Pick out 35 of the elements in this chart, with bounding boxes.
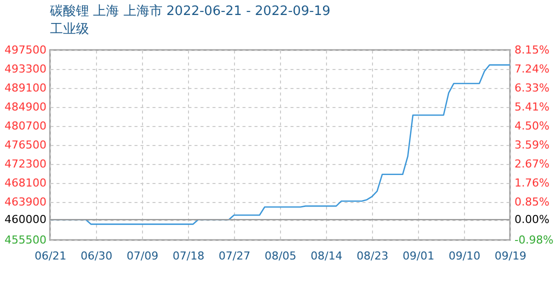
x-tick-label: 07/09 (126, 250, 158, 262)
y-tick-label: 455500 (4, 234, 46, 246)
y-tick-label: 472300 (4, 158, 46, 170)
y2-tick-label: -0.98% (514, 234, 554, 246)
x-tick-label: 07/27 (218, 250, 250, 262)
x-tick-label: 09/10 (448, 250, 480, 262)
y2-tick-label: 1.76% (514, 176, 550, 190)
y-tick-label: 489100 (4, 82, 46, 94)
x-tick-label: 08/05 (264, 250, 296, 262)
y-tick-label: 476500 (4, 138, 46, 152)
y-tick-label: 480700 (4, 120, 46, 132)
y2-tick-label: 0.85% (514, 195, 550, 208)
y2-tick-label: 6.33% (514, 81, 550, 94)
x-tick-label: 09/19 (494, 250, 526, 262)
y-tick-label: 497500 (4, 44, 46, 56)
y2-tick-label: 3.59% (514, 138, 550, 152)
y-tick-label: 493300 (4, 62, 46, 76)
x-tick-label: 06/30 (80, 250, 112, 262)
y2-tick-label: 0.00% (514, 213, 550, 226)
y-tick-label: 484900 (4, 100, 46, 114)
y2-tick-label: 7.24% (514, 62, 550, 76)
chart-subtitle: 工业级 (50, 22, 89, 37)
y-tick-label: 463900 (4, 196, 46, 208)
x-tick-label: 08/14 (310, 250, 342, 262)
chart-title: 碳酸锂 上海 上海市 2022-06-21 - 2022-09-19 (49, 4, 330, 19)
y2-tick-label: 2.67% (514, 158, 550, 171)
y2-tick-label: 5.41% (514, 100, 550, 114)
x-tick-label: 07/18 (172, 250, 204, 262)
y-tick-label: 468100 (4, 176, 46, 190)
y-tick-label: 460000 (4, 213, 46, 226)
x-tick-label: 09/01 (402, 250, 434, 262)
y2-tick-label: 8.15% (514, 44, 550, 56)
y2-tick-label: 4.50% (514, 119, 550, 132)
x-tick-label: 08/23 (356, 250, 388, 262)
x-tick-label: 06/21 (34, 250, 66, 262)
